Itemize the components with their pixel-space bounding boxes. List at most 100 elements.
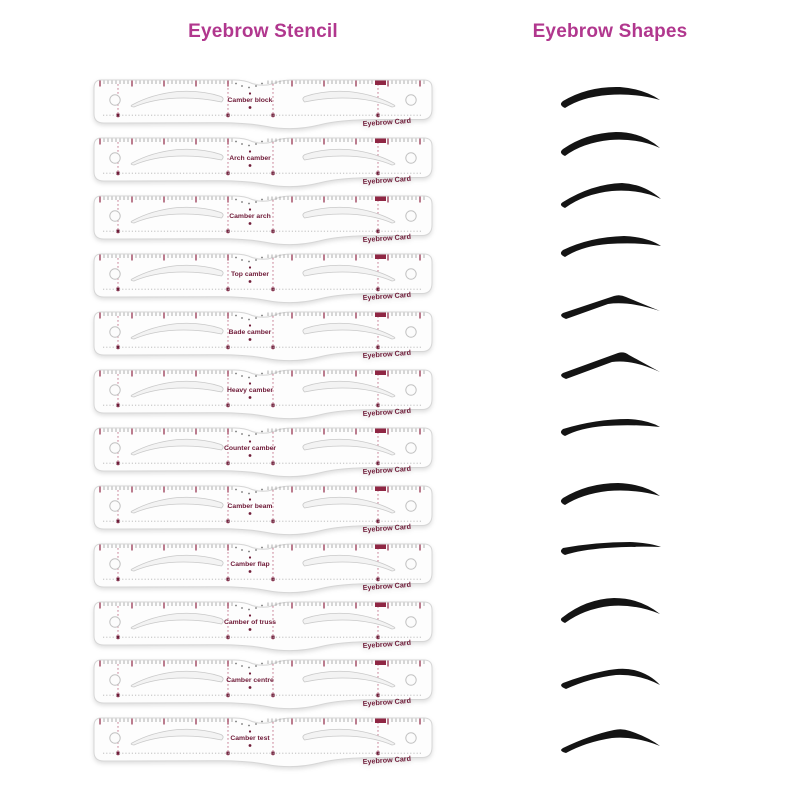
eyebrow-shape bbox=[556, 476, 666, 510]
center-dots bbox=[235, 256, 263, 263]
stencil-card: Top camber Eyebrow Card bbox=[88, 248, 438, 306]
brow-cutout-right bbox=[302, 90, 396, 108]
eyebrow-shape bbox=[556, 348, 666, 382]
brand-label: Eyebrow Card bbox=[362, 406, 411, 418]
stencil-card: Camber of truss Eyebrow Card bbox=[88, 596, 438, 654]
ruler-ticks bbox=[99, 254, 425, 261]
red-flag-mark bbox=[375, 718, 386, 723]
label-dot-top bbox=[248, 324, 252, 327]
eyebrow-shape bbox=[556, 410, 666, 444]
label-dot-top bbox=[248, 266, 252, 269]
brow-cutout-left bbox=[130, 90, 224, 108]
punch-hole-left bbox=[109, 326, 121, 338]
label-dot-bottom bbox=[248, 454, 252, 457]
punch-hole-left bbox=[109, 500, 121, 512]
stencil-label: Heavy camber bbox=[227, 387, 273, 394]
red-flag-mark bbox=[375, 660, 386, 665]
punch-hole-right bbox=[405, 558, 417, 570]
center-dots bbox=[235, 546, 263, 553]
brand-label: Eyebrow Card bbox=[362, 638, 411, 650]
brow-cutout-right bbox=[302, 496, 396, 514]
label-dot-bottom bbox=[248, 338, 252, 341]
brand-label: Eyebrow Card bbox=[362, 522, 411, 534]
punch-hole-right bbox=[405, 326, 417, 338]
center-dots bbox=[235, 198, 263, 205]
brow-cutout-left bbox=[130, 264, 224, 282]
punch-hole-right bbox=[405, 442, 417, 454]
brow-cutout-left bbox=[130, 496, 224, 514]
label-dot-bottom bbox=[248, 106, 252, 109]
stencil-card: Heavy camber Eyebrow Card bbox=[88, 364, 438, 422]
eyebrow-shape bbox=[556, 723, 666, 757]
punch-hole-left bbox=[109, 732, 121, 744]
stencil-label: Arch camber bbox=[229, 155, 271, 162]
stencil-label: Camber arch bbox=[229, 213, 271, 220]
brow-cutout-left bbox=[130, 438, 224, 456]
brow-cutout-left bbox=[130, 380, 224, 398]
brow-cutout-right bbox=[302, 438, 396, 456]
punch-hole-left bbox=[109, 152, 121, 164]
punch-hole-left bbox=[109, 210, 121, 222]
red-flag-mark bbox=[375, 602, 386, 607]
label-dot-top bbox=[248, 498, 252, 501]
stencil-card: Arch camber Eyebrow Card bbox=[88, 132, 438, 190]
punch-hole-right bbox=[405, 152, 417, 164]
brand-label: Eyebrow Card bbox=[362, 232, 411, 244]
brand-label: Eyebrow Card bbox=[362, 116, 411, 128]
punch-hole-left bbox=[109, 94, 121, 106]
punch-hole-left bbox=[109, 268, 121, 280]
center-dots bbox=[235, 372, 263, 379]
punch-hole-right bbox=[405, 268, 417, 280]
stencil-card: Camber centre Eyebrow Card bbox=[88, 654, 438, 712]
punch-hole-left bbox=[109, 674, 121, 686]
eyebrow-shape bbox=[556, 80, 666, 114]
brow-cutout-left bbox=[130, 670, 224, 688]
label-dot-bottom bbox=[248, 222, 252, 225]
brow-cutout-left bbox=[130, 206, 224, 224]
red-flag-mark bbox=[375, 138, 386, 143]
stencil-label: Camber flap bbox=[230, 561, 269, 568]
label-dot-top bbox=[248, 208, 252, 211]
red-flag-mark bbox=[375, 254, 386, 259]
ruler-ticks bbox=[99, 428, 425, 435]
brow-cutout-right bbox=[302, 612, 396, 630]
ruler-ticks bbox=[99, 718, 425, 725]
ruler-ticks bbox=[99, 660, 425, 667]
stencil-card: Bade camber Eyebrow Card bbox=[88, 306, 438, 364]
brow-cutout-right bbox=[302, 380, 396, 398]
label-dot-top bbox=[248, 382, 252, 385]
ruler-ticks bbox=[99, 544, 425, 551]
brand-label: Eyebrow Card bbox=[362, 754, 411, 766]
center-dots bbox=[235, 430, 263, 437]
center-dots bbox=[235, 314, 263, 321]
eyebrow-shape bbox=[556, 531, 666, 565]
stencil-label: Counter camber bbox=[224, 445, 276, 452]
brand-label: Eyebrow Card bbox=[362, 290, 411, 302]
red-flag-mark bbox=[375, 370, 386, 375]
eyebrow-shape bbox=[556, 593, 666, 627]
label-dot-bottom bbox=[248, 396, 252, 399]
brow-cutout-left bbox=[130, 148, 224, 166]
eyebrow-shape bbox=[556, 228, 666, 262]
brow-cutout-right bbox=[302, 148, 396, 166]
right-title: Eyebrow Shapes bbox=[532, 21, 688, 42]
label-dot-bottom bbox=[248, 512, 252, 515]
stencil-label: Camber centre bbox=[226, 677, 274, 684]
center-dots bbox=[235, 82, 263, 89]
brow-cutout-right bbox=[302, 670, 396, 688]
punch-hole-left bbox=[109, 558, 121, 570]
label-dot-bottom bbox=[248, 744, 252, 747]
left-title: Eyebrow Stencil bbox=[188, 21, 338, 42]
center-dots bbox=[235, 662, 263, 669]
stencil-label: Top camber bbox=[231, 271, 269, 278]
punch-hole-right bbox=[405, 210, 417, 222]
eyebrow-shape bbox=[556, 289, 666, 323]
brow-cutout-right bbox=[302, 728, 396, 746]
label-dot-top bbox=[248, 150, 252, 153]
punch-hole-right bbox=[405, 94, 417, 106]
stencil-card: Camber arch Eyebrow Card bbox=[88, 190, 438, 248]
ruler-ticks bbox=[99, 312, 425, 319]
brand-label: Eyebrow Card bbox=[362, 348, 411, 360]
center-dots bbox=[235, 604, 263, 611]
